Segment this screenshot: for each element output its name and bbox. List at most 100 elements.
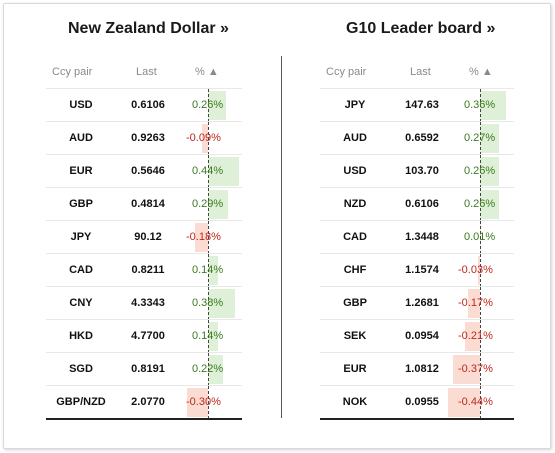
- currency-code: NOK: [342, 396, 368, 408]
- negative-change-bar: [195, 223, 208, 252]
- table-row[interactable]: JPY 147.63 0.36%: [320, 88, 516, 122]
- column-header-percent-sort[interactable]: % ▲: [195, 66, 219, 78]
- currency-code: EUR: [343, 363, 367, 375]
- last-price: 2.0770: [131, 396, 165, 408]
- percent-change-cell: -0.18%: [186, 221, 242, 254]
- nzd-panel-title-link[interactable]: New Zealand Dollar »: [68, 20, 229, 37]
- negative-change-bar: [448, 388, 480, 417]
- nzd-table-header: Ccy pair Last % ▲: [46, 59, 242, 85]
- last-price: 0.6106: [405, 198, 439, 210]
- percent-change-value: -0.18%: [186, 231, 221, 243]
- negative-change-bar: [477, 256, 480, 285]
- table-row[interactable]: JPY 90.12 -0.18%: [46, 220, 242, 254]
- zero-reference-line: [480, 221, 481, 254]
- zero-reference-line: [480, 287, 481, 320]
- percent-change-value: 0.01%: [464, 231, 496, 243]
- last-price: 1.0812: [405, 363, 439, 375]
- zero-reference-line: [480, 386, 481, 419]
- table-row[interactable]: EUR 1.0812 -0.37%: [320, 352, 516, 386]
- zero-reference-line: [208, 89, 209, 122]
- zero-reference-line: [480, 89, 481, 122]
- zero-reference-line: [208, 122, 209, 155]
- percent-change-cell: 0.26%: [460, 155, 516, 188]
- currency-code: JPY: [344, 99, 366, 111]
- currency-code: HKD: [69, 330, 93, 342]
- g10-table-body: JPY 147.63 0.36% AUD 0.6592 0.27% USD 103.70 0.2…: [320, 88, 516, 420]
- g10-table-header: Ccy pair Last % ▲: [320, 59, 514, 85]
- g10-panel-title-link[interactable]: G10 Leader board »: [346, 20, 496, 37]
- percent-change-value: 0.26%: [192, 99, 224, 111]
- table-row[interactable]: USD 0.6106 0.26%: [46, 88, 242, 122]
- positive-change-bar: [208, 157, 239, 186]
- last-price: 1.3448: [405, 231, 439, 243]
- percent-change-value: -0.03%: [458, 264, 493, 276]
- percent-change-cell: -0.09%: [186, 122, 242, 155]
- currency-code: CHF: [343, 264, 367, 276]
- negative-change-bar: [467, 289, 480, 318]
- table-row[interactable]: NZD 0.6106 0.26%: [320, 187, 514, 221]
- percent-change-value: -0.30%: [186, 396, 221, 408]
- table-row[interactable]: AUD 0.6592 0.27%: [320, 121, 516, 155]
- currency-code: GBP: [69, 198, 93, 210]
- column-header-percent-sort[interactable]: % ▲: [469, 66, 493, 78]
- currency-code: GBP/NZD: [56, 396, 106, 408]
- last-price: 0.0954: [405, 330, 439, 342]
- positive-change-bar: [208, 190, 229, 219]
- last-price: 103.70: [405, 165, 439, 177]
- percent-change-cell: 0.36%: [460, 89, 516, 122]
- percent-change-cell: -0.21%: [458, 320, 516, 353]
- table-row[interactable]: HKD 4.7700 0.14%: [46, 319, 242, 353]
- percent-change-value: -0.37%: [458, 363, 493, 375]
- zero-reference-line: [208, 320, 209, 353]
- currency-code: CAD: [69, 264, 93, 276]
- table-row[interactable]: CAD 1.3448 0.01%: [320, 220, 514, 254]
- table-row[interactable]: SGD 0.8191 0.22%: [46, 352, 242, 386]
- currency-code: EUR: [69, 165, 93, 177]
- zero-reference-line: [480, 155, 481, 188]
- table-row[interactable]: GBP 1.2681 -0.17%: [320, 286, 516, 320]
- currency-code: CAD: [343, 231, 367, 243]
- table-row[interactable]: SEK 0.0954 -0.21%: [320, 319, 516, 353]
- percent-change-cell: -0.30%: [186, 386, 242, 419]
- percent-change-value: 0.26%: [464, 198, 496, 210]
- last-price: 0.6106: [131, 99, 165, 111]
- column-header-ccy-pair: Ccy pair: [52, 66, 93, 78]
- percent-change-value: 0.44%: [192, 165, 224, 177]
- column-header-last: Last: [136, 66, 157, 78]
- percent-change-value: 0.29%: [192, 198, 224, 210]
- table-row[interactable]: AUD 0.9263 -0.09%: [46, 121, 242, 155]
- table-row[interactable]: NOK 0.0955 -0.44%: [320, 385, 514, 419]
- percent-change-value: 0.14%: [192, 264, 224, 276]
- percent-change-cell: 0.44%: [186, 155, 242, 188]
- currency-code: GBP: [343, 297, 367, 309]
- percent-change-value: 0.27%: [464, 132, 496, 144]
- percent-change-cell: 0.22%: [186, 353, 242, 386]
- widget-frame: New Zealand Dollar » Ccy pair Last % ▲ U…: [3, 3, 551, 449]
- positive-change-bar: [208, 289, 235, 318]
- percent-change-cell: -0.37%: [453, 353, 516, 386]
- percent-change-cell: 0.14%: [186, 320, 242, 353]
- zero-reference-line: [208, 221, 209, 254]
- table-row[interactable]: CAD 0.8211 0.14%: [46, 253, 242, 287]
- table-row[interactable]: USD 103.70 0.26%: [320, 154, 516, 188]
- zero-reference-line: [208, 287, 209, 320]
- panel-divider: [281, 56, 282, 418]
- percent-change-value: -0.17%: [458, 297, 493, 309]
- currency-code: SGD: [69, 363, 93, 375]
- percent-change-cell: 0.27%: [460, 122, 516, 155]
- table-row[interactable]: CNY 4.3343 0.38%: [46, 286, 242, 320]
- zero-reference-line: [208, 386, 209, 419]
- percent-change-cell: -0.17%: [458, 287, 516, 320]
- last-price: 0.6592: [405, 132, 439, 144]
- currency-code: AUD: [343, 132, 367, 144]
- table-row[interactable]: CHF 1.1574 -0.03%: [320, 253, 514, 287]
- last-price: 1.1574: [405, 264, 439, 276]
- table-row[interactable]: GBP 0.4814 0.29%: [46, 187, 242, 221]
- negative-change-bar: [187, 388, 208, 417]
- table-row[interactable]: GBP/NZD 2.0770 -0.30%: [46, 385, 242, 419]
- table-row[interactable]: EUR 0.5646 0.44%: [46, 154, 242, 188]
- negative-change-bar: [464, 322, 480, 351]
- percent-change-value: -0.44%: [458, 396, 493, 408]
- negative-change-bar: [201, 124, 208, 153]
- positive-change-bar: [480, 91, 506, 120]
